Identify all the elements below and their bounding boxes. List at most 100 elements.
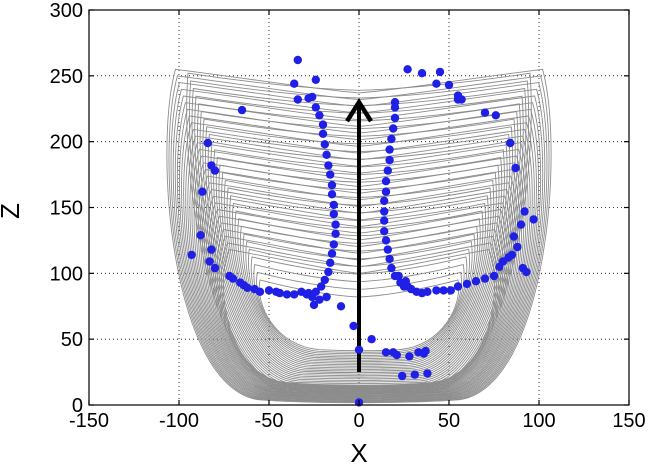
data-point — [304, 94, 313, 103]
x-axis-title: X — [350, 438, 367, 468]
data-point — [381, 236, 391, 245]
data-point — [385, 155, 394, 165]
data-point — [302, 290, 311, 299]
y-tick-label: 250 — [50, 66, 83, 88]
data-point — [444, 80, 454, 90]
data-point — [290, 79, 299, 88]
y-axis-title: Z — [0, 203, 25, 219]
data-point — [196, 231, 205, 240]
trajectory-loop — [234, 210, 484, 366]
data-point — [389, 124, 398, 133]
data-point — [367, 335, 376, 344]
data-point — [317, 282, 326, 291]
data-point — [237, 105, 247, 115]
data-point — [522, 267, 531, 277]
y-tick-label: 200 — [50, 132, 83, 154]
data-point — [383, 245, 392, 254]
data-point — [387, 263, 396, 273]
data-point — [336, 302, 346, 311]
trajectory-loop — [166, 68, 552, 404]
data-point — [322, 150, 331, 159]
x-tick-labels: -150 -100 -50 0 50 100 150 — [69, 410, 646, 432]
data-point — [435, 67, 445, 77]
data-point — [381, 187, 391, 196]
data-point — [511, 163, 520, 173]
data-point — [383, 166, 392, 175]
trajectory-loop — [248, 248, 470, 358]
data-point — [198, 187, 207, 196]
trajectory-loop — [250, 256, 468, 356]
y-tick-label: 100 — [50, 263, 83, 285]
data-point — [390, 103, 400, 112]
data-point — [381, 177, 391, 186]
data-point — [322, 292, 331, 302]
y-tick-label: 300 — [50, 0, 83, 22]
data-point — [327, 190, 337, 199]
data-point — [311, 287, 320, 296]
data-point — [414, 348, 423, 357]
data-point — [491, 111, 500, 120]
x-tick-label: 100 — [522, 410, 555, 432]
data-point — [264, 286, 274, 295]
x-tick-label: -50 — [255, 410, 284, 432]
data-point — [385, 254, 394, 264]
data-point — [385, 145, 394, 154]
data-point — [432, 79, 441, 88]
y-tick-label: 50 — [61, 329, 83, 351]
data-point — [439, 286, 448, 295]
data-point — [315, 111, 324, 120]
data-point — [228, 274, 238, 283]
y-tick-labels: 0 50 100 150 200 250 300 — [50, 0, 83, 417]
data-point — [432, 286, 441, 295]
data-point — [331, 229, 340, 238]
data-point — [315, 295, 324, 304]
trajectory-loop — [256, 271, 462, 353]
trajectory-loop — [188, 80, 530, 392]
arrow-head — [345, 97, 373, 123]
data-point — [506, 138, 515, 148]
data-point — [329, 240, 338, 249]
trajectory-loop — [208, 202, 510, 391]
trajectory-loop — [240, 225, 478, 363]
data-point — [293, 95, 302, 104]
data-point — [210, 263, 220, 273]
data-points — [187, 55, 538, 407]
data-point — [329, 200, 338, 210]
data-point — [403, 65, 412, 74]
data-point — [453, 282, 463, 291]
data-point — [324, 161, 333, 170]
data-point — [210, 166, 220, 175]
trajectory-loop — [186, 72, 532, 394]
data-point — [520, 207, 529, 216]
trajectory-loop — [242, 233, 476, 361]
data-point — [480, 108, 490, 117]
data-point — [405, 352, 414, 361]
data-point — [489, 271, 499, 281]
data-point — [311, 75, 320, 85]
x-tick-label: 50 — [438, 410, 460, 432]
data-point — [327, 180, 337, 190]
y-tick-label: 0 — [72, 395, 83, 417]
data-point — [255, 287, 265, 296]
data-point — [389, 348, 398, 357]
trajectory-loop — [237, 218, 481, 364]
data-point — [462, 279, 472, 289]
data-point — [331, 220, 340, 229]
data-point — [471, 277, 481, 286]
data-point — [203, 138, 212, 148]
direction-arrow — [345, 97, 373, 373]
trajectory-loop — [253, 264, 465, 355]
data-point — [410, 370, 419, 379]
data-point — [324, 267, 333, 277]
data-point — [320, 275, 329, 285]
data-point — [207, 245, 216, 254]
data-point — [529, 215, 538, 224]
data-point — [327, 249, 337, 258]
y-tick-label: 150 — [50, 198, 83, 220]
data-point — [423, 369, 432, 378]
data-point — [417, 69, 427, 78]
x-tick-label: -150 — [69, 410, 109, 432]
trajectory-loop — [245, 241, 473, 359]
data-point — [380, 216, 389, 225]
x-tick-label: 0 — [353, 410, 364, 432]
